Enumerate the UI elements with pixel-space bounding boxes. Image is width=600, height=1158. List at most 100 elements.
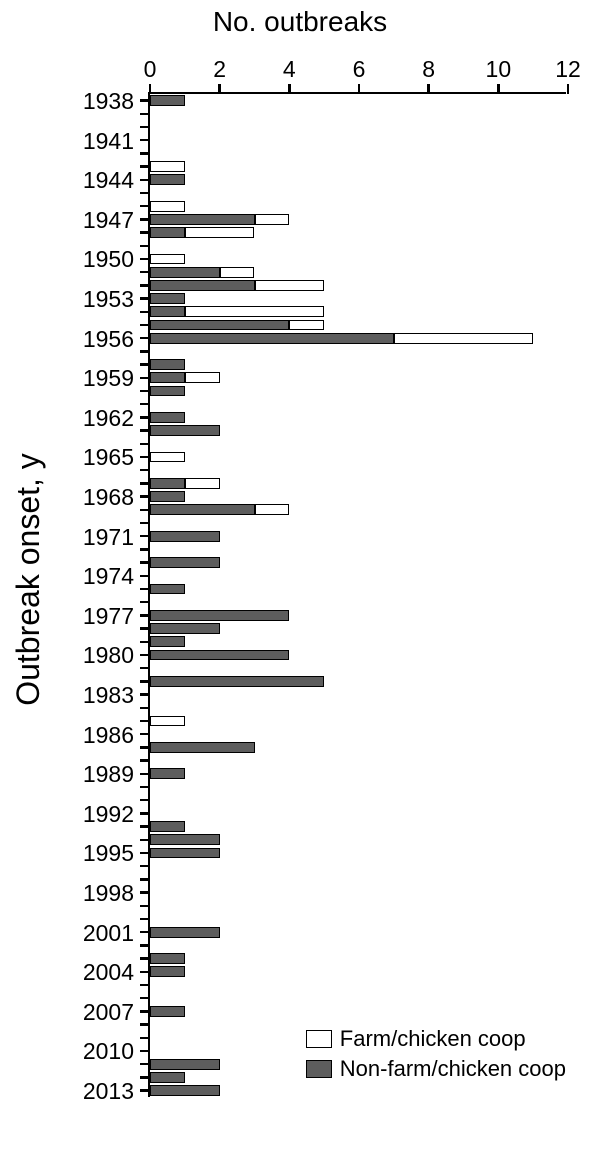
y-tick: [140, 284, 150, 287]
y-tick: [140, 667, 150, 670]
y-tick-label: 1941: [64, 128, 134, 155]
bar-segment-farm: [185, 372, 220, 383]
bar-segment-nonfarm: [150, 491, 185, 502]
y-tick: [140, 297, 150, 300]
y-tick: [140, 535, 150, 538]
y-tick-label: 1983: [64, 682, 134, 709]
bar-segment-nonfarm: [150, 425, 220, 436]
y-tick: [140, 1050, 150, 1053]
y-tick-label: 2004: [64, 959, 134, 986]
bar-segment-nonfarm: [150, 174, 185, 185]
plot-area: 0246810121938194119441947195019531956195…: [148, 92, 566, 1097]
y-tick-label: 1986: [64, 722, 134, 749]
bar-segment-nonfarm: [150, 742, 255, 753]
y-tick-label: 1947: [64, 207, 134, 234]
bar-segment-nonfarm: [150, 227, 185, 238]
bar-segment-nonfarm: [150, 584, 185, 595]
bar-segment-farm: [150, 452, 185, 463]
y-tick: [140, 192, 150, 195]
y-tick: [140, 680, 150, 683]
y-tick-label: 1956: [64, 326, 134, 353]
bar-segment-nonfarm: [150, 966, 185, 977]
y-tick: [140, 179, 150, 182]
y-tick-label: 2010: [64, 1038, 134, 1065]
bar-segment-nonfarm: [150, 280, 255, 291]
y-tick: [140, 482, 150, 485]
bar-segment-nonfarm: [150, 623, 220, 634]
y-tick: [140, 839, 150, 842]
y-tick-label: 1974: [64, 563, 134, 590]
x-tick-label: 2: [213, 56, 226, 83]
bar-segment-nonfarm: [150, 953, 185, 964]
y-tick: [140, 614, 150, 617]
y-tick: [140, 786, 150, 789]
legend: Farm/chicken coopNon-farm/chicken coop: [306, 1026, 566, 1086]
bar-segment-nonfarm: [150, 478, 185, 489]
y-tick: [140, 363, 150, 366]
y-tick-label: 1959: [64, 365, 134, 392]
y-tick: [140, 984, 150, 987]
y-tick-label: 1971: [64, 524, 134, 551]
bar-segment-farm: [255, 214, 290, 225]
bar-segment-farm: [289, 320, 324, 331]
bar-segment-nonfarm: [150, 676, 324, 687]
y-tick-label: 1965: [64, 444, 134, 471]
y-tick: [140, 548, 150, 551]
y-tick: [140, 1063, 150, 1066]
bar-segment-nonfarm: [150, 359, 185, 370]
bar-segment-farm: [185, 306, 324, 317]
bar-segment-nonfarm: [150, 768, 185, 779]
bar-segment-farm: [394, 333, 533, 344]
x-tick-label: 4: [283, 56, 296, 83]
y-tick: [140, 944, 150, 947]
x-tick-label: 6: [353, 56, 366, 83]
x-tick-label: 10: [486, 56, 512, 83]
bar-segment-farm: [150, 201, 185, 212]
bar-segment-farm: [150, 716, 185, 727]
y-tick: [140, 469, 150, 472]
y-tick: [140, 271, 150, 274]
y-tick: [140, 707, 150, 710]
x-tick: [497, 84, 500, 94]
y-tick-label: 1977: [64, 603, 134, 630]
bar-segment-nonfarm: [150, 504, 255, 515]
y-tick: [140, 641, 150, 644]
y-tick-label: 1980: [64, 642, 134, 669]
y-tick: [140, 324, 150, 327]
y-tick: [140, 957, 150, 960]
y-tick: [140, 377, 150, 380]
bar-segment-farm: [185, 478, 220, 489]
y-tick: [140, 720, 150, 723]
y-tick: [140, 495, 150, 498]
bar-segment-nonfarm: [150, 95, 185, 106]
y-tick: [140, 575, 150, 578]
bar-segment-nonfarm: [150, 636, 185, 647]
y-tick: [140, 1023, 150, 1026]
y-tick: [140, 152, 150, 155]
y-tick: [140, 258, 150, 261]
y-tick: [140, 588, 150, 591]
x-tick-label: 12: [555, 56, 581, 83]
x-tick: [358, 84, 361, 94]
x-tick: [567, 84, 570, 94]
y-tick: [140, 245, 150, 248]
y-tick: [140, 852, 150, 855]
y-tick: [140, 918, 150, 921]
y-tick: [140, 231, 150, 234]
bar-segment-farm: [150, 161, 185, 172]
y-tick: [140, 390, 150, 393]
y-tick-label: 1995: [64, 840, 134, 867]
y-tick: [140, 1076, 150, 1079]
bar-segment-nonfarm: [150, 834, 220, 845]
bar-segment-nonfarm: [150, 1006, 185, 1017]
bar-segment-nonfarm: [150, 372, 185, 383]
y-tick-label: 1962: [64, 405, 134, 432]
legend-label: Farm/chicken coop: [340, 1026, 526, 1052]
legend-swatch: [306, 1060, 332, 1078]
y-tick-label: 1938: [64, 88, 134, 115]
bar-segment-nonfarm: [150, 821, 185, 832]
y-tick: [140, 429, 150, 432]
y-tick-label: 2007: [64, 999, 134, 1026]
legend-swatch: [306, 1030, 332, 1048]
y-tick: [140, 931, 150, 934]
